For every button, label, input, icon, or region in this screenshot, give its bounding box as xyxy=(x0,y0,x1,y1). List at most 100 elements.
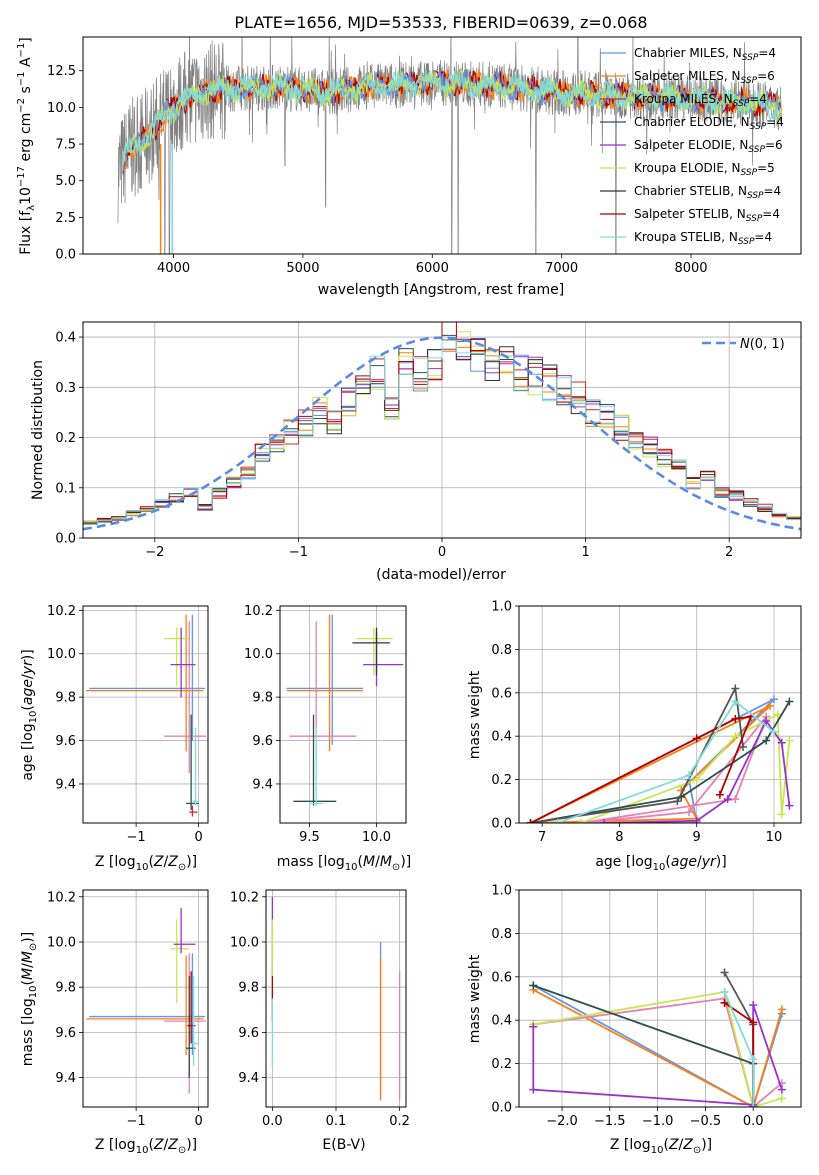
spectrum-panel: PLATE=1656, MJD=53533, FIBERID=0639, z=0… xyxy=(16,13,802,298)
plus-marker xyxy=(762,717,771,726)
y-tick-label: 9.6 xyxy=(238,1026,259,1041)
legend-entry: Kroupa MILES, NSSP=4 xyxy=(634,92,767,109)
plus-marker xyxy=(769,695,778,704)
histogram-xlabel: (data-model)/error xyxy=(376,567,506,583)
y-tick-label: 0.8 xyxy=(491,643,512,658)
histogram-ylabel: Normed distribution xyxy=(30,360,46,500)
z-mass-panel: −1 0 9.4 9.6 9.8 10.0 10.2 Z [log10(Z/Z⊙)] mas… xyxy=(20,889,209,1156)
plus-marker xyxy=(731,732,740,741)
plus-marker xyxy=(692,816,701,823)
y-tick-label: 0.0 xyxy=(55,532,76,547)
plus-marker xyxy=(599,819,608,823)
x-tick-label: 0.0 xyxy=(262,1114,283,1129)
z-mass-xlabel: Z [log10(Z/Z⊙)] xyxy=(95,1137,197,1156)
plus-marker xyxy=(777,1005,786,1014)
errorbar-plot-area xyxy=(86,614,207,817)
plus-marker xyxy=(777,1094,786,1103)
errorbar-point xyxy=(86,955,204,1056)
axes-frame xyxy=(518,605,802,824)
y-tick-label: 10.2 xyxy=(230,890,259,905)
y-tick-label: 0.2 xyxy=(491,773,512,788)
errorbar-point xyxy=(164,621,207,774)
x-tick-label: −1.0 xyxy=(642,1114,674,1129)
plus-marker xyxy=(720,998,729,1007)
y-tick-label: 9.4 xyxy=(55,777,76,792)
weight-series-line xyxy=(532,989,783,1107)
plus-marker xyxy=(553,819,562,823)
y-tick-label: 0.6 xyxy=(491,970,512,985)
spectrum-ylabel: Flux [fλ10−17 erg cm−2 s−1 A−1] xyxy=(16,37,37,255)
z-weight-panel: −2.0 −1.5 −1.0 −0.5 0.0 0.0 0.2 0.4 0.6 0.8 1.0 Z … xyxy=(467,884,802,1156)
legend-entry: Salpeter ELODIE, NSSP=6 xyxy=(634,138,783,155)
x-tick-label: −2.0 xyxy=(546,1114,578,1129)
errorbar-point xyxy=(173,908,196,954)
plus-marker xyxy=(749,1055,758,1064)
axes-frame xyxy=(265,889,407,1108)
z-weight-ylabel: mass weight xyxy=(467,954,483,1043)
x-tick-label: 1 xyxy=(581,545,589,560)
weight-series xyxy=(576,710,794,823)
z-mass-ylabel: mass [log10(M/M⊙)] xyxy=(20,932,39,1067)
plus-marker xyxy=(731,714,740,723)
y-tick-label: 10.0 xyxy=(244,647,273,662)
plus-marker xyxy=(769,727,778,736)
plus-marker xyxy=(766,701,775,710)
errorbar-point xyxy=(187,971,196,1044)
errorbar-point xyxy=(164,953,207,1094)
y-tick-label: 9.8 xyxy=(252,691,273,706)
x-tick-label: −0.5 xyxy=(690,1114,722,1129)
y-tick-label: 0.3 xyxy=(55,381,76,396)
plus-marker xyxy=(749,1018,758,1027)
y-tick-label: 9.8 xyxy=(238,981,259,996)
legend-entry: Kroupa STELIB, NSSP=4 xyxy=(634,230,772,247)
plus-marker xyxy=(526,819,535,823)
spectrum-legend: Chabrier MILES, NSSP=4 Salpeter MILES, NS… xyxy=(600,46,784,247)
plus-marker xyxy=(762,736,771,745)
legend-entry: Kroupa ELODIE, NSSP=5 xyxy=(634,161,775,178)
x-tick-label: 0.0 xyxy=(743,1114,764,1129)
x-tick-label: −2 xyxy=(145,545,164,560)
plus-marker xyxy=(731,684,740,693)
errorbar-plot-area xyxy=(286,614,404,806)
ebv-mass-xlabel: E(B-V) xyxy=(322,1137,365,1153)
errorbar-point xyxy=(186,714,199,810)
plus-marker xyxy=(731,697,740,706)
spectrum-xlabel: wavelength [Angstrom, rest frame] xyxy=(318,282,564,298)
axes-frame xyxy=(82,889,209,1108)
errorbar-point xyxy=(170,919,190,1004)
y-tick-label: 10.0 xyxy=(47,101,76,116)
plus-marker xyxy=(720,968,729,977)
y-tick-label: 0.4 xyxy=(491,1014,512,1029)
legend-entry: Salpeter STELIB, NSSP=4 xyxy=(634,207,780,224)
x-tick-label: 9 xyxy=(693,830,701,845)
weight-series xyxy=(553,697,778,823)
histogram-legend: N(0, 1) xyxy=(702,337,785,352)
errorbar-plot-area xyxy=(86,908,207,1094)
errorbar-point xyxy=(189,805,198,817)
errorbar-point xyxy=(352,627,390,676)
plus-marker xyxy=(749,1001,758,1010)
y-tick-label: 9.8 xyxy=(55,981,76,996)
z-age-panel: −1 0 9.4 9.6 9.8 10.0 10.2 Z [log10(Z/Z⊙)] age… xyxy=(20,604,209,873)
x-tick-label: 5000 xyxy=(286,261,319,276)
z-age-xlabel: Z [log10(Z/Z⊙)] xyxy=(95,854,197,873)
age-weight-panel: 7 8 9 10 0.0 0.2 0.4 0.6 0.8 1.0 age [log10(age/y… xyxy=(467,600,802,873)
plus-marker xyxy=(529,981,538,990)
plus-marker xyxy=(529,1022,538,1031)
legend-entry: Chabrier MILES, NSSP=4 xyxy=(634,46,776,63)
axes-frame xyxy=(82,36,802,255)
errorbar-point xyxy=(170,627,196,698)
ebv-mass-panel: 0.0 0.1 0.2 9.4 9.6 9.8 10.0 10.2 E(B-V) xyxy=(230,889,410,1153)
x-tick-label: 6000 xyxy=(416,261,449,276)
y-tick-label: 5.0 xyxy=(55,174,76,189)
errorbar-point xyxy=(289,621,357,763)
legend-entry: N(0, 1) xyxy=(740,337,785,352)
y-tick-label: 0.4 xyxy=(55,331,76,346)
plus-marker xyxy=(684,771,693,780)
spectrum-plot-area xyxy=(117,37,782,254)
plus-marker xyxy=(692,734,701,743)
y-tick-label: 9.6 xyxy=(55,734,76,749)
x-tick-label: 8 xyxy=(615,830,623,845)
age-weight-ylabel: mass weight xyxy=(467,670,483,759)
x-tick-label: 0 xyxy=(194,830,202,845)
